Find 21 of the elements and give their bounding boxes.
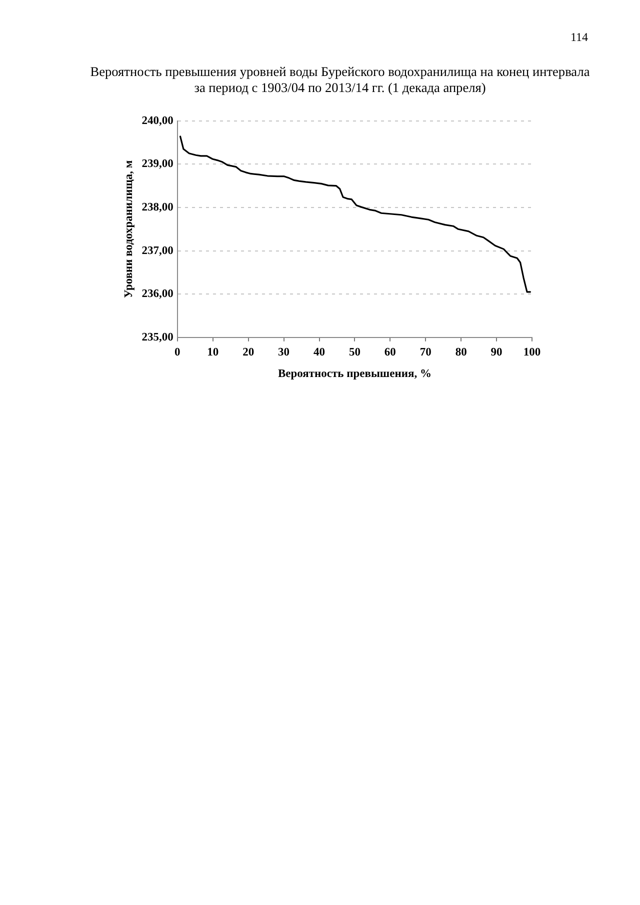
x-tick-label: 20 (242, 346, 254, 358)
y-tick-label: 238,00 (142, 201, 174, 214)
y-tick-label: 239,00 (142, 158, 174, 170)
y-tick-label: 235,00 (142, 331, 174, 344)
x-tick-label: 100 (523, 346, 541, 358)
x-tick-label: 60 (384, 346, 396, 358)
text: 114 (570, 30, 588, 45)
y-axis-title: Уровни водохранилища, м (122, 160, 135, 298)
x-tick-label: 90 (490, 346, 503, 358)
chart-title: Вероятность превышения уровней воды Бурейского водохранилища на конец интервала за период с 1903/04 по 2013/14 гг. (1 декада апреля) (89, 64, 591, 96)
y-tick-label: 236,00 (142, 288, 174, 300)
y-tick-label: 237,00 (142, 244, 174, 257)
x-tick-label: 10 (207, 346, 219, 358)
x-tick-label: 40 (314, 346, 326, 358)
x-tick-label: 30 (278, 346, 290, 358)
x-axis-title: Вероятность превышения, % (278, 368, 432, 380)
x-tick-label: 80 (455, 346, 468, 358)
x-tick-label: 70 (420, 346, 432, 358)
y-tick-label: 240,00 (142, 114, 174, 127)
x-tick-label: 0 (174, 346, 181, 358)
x-tick-label: 50 (348, 346, 361, 358)
